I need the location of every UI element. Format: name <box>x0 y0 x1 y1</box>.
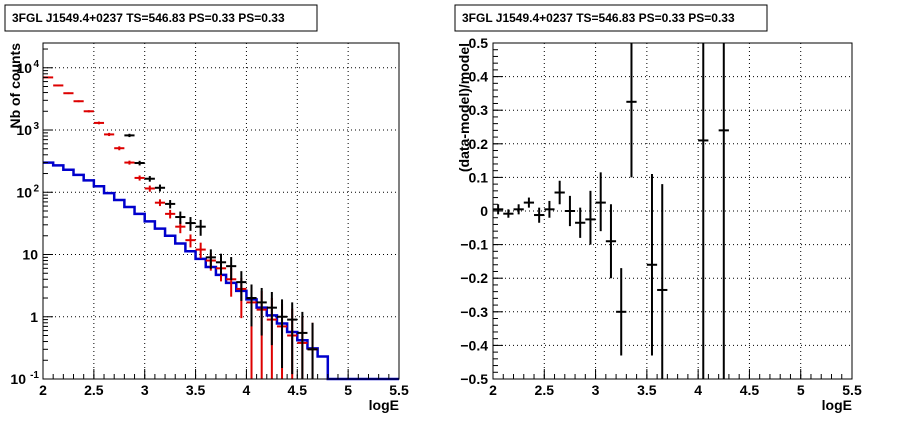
y-tick-label: 10 <box>16 122 32 138</box>
counts-panel: 3FGL J1549.4+0237 TS=546.83 PS=0.33 PS=0… <box>4 4 409 413</box>
y-tick-exponent: 2 <box>33 183 39 194</box>
residuals-title-box <box>454 4 768 32</box>
y-tick-label: 10 <box>22 247 38 263</box>
y-tick-label: 0.5 <box>469 35 489 51</box>
y-tick-exponent: 3 <box>33 121 39 132</box>
x-tick-label: 4.5 <box>288 382 308 398</box>
y-tick-label: 0 <box>480 203 488 219</box>
x-tick-label: 3.5 <box>637 382 657 398</box>
x-tick-label: 5 <box>344 382 352 398</box>
residuals-title: 3FGL J1549.4+0237 TS=546.83 PS=0.33 PS=0… <box>462 11 735 25</box>
residuals-panel: 3FGL J1549.4+0237 TS=546.83 PS=0.33 PS=0… <box>454 4 862 413</box>
y-tick-label: 0.4 <box>469 69 489 85</box>
y-tick-label: 0.2 <box>469 136 489 152</box>
x-tick-label: 5 <box>797 382 805 398</box>
residuals-marks <box>493 43 729 379</box>
y-tick-label: −0.4 <box>460 337 488 353</box>
y-tick-label: 10 <box>16 60 32 76</box>
counts-xlabel: logE <box>369 397 399 413</box>
y-tick-label: 1 <box>30 309 38 325</box>
x-tick-label: 2.5 <box>535 382 555 398</box>
x-tick-label: 3 <box>141 382 149 398</box>
y-tick-label: 10 <box>10 371 26 387</box>
x-tick-label: 3 <box>592 382 600 398</box>
x-tick-label: 3.5 <box>186 382 206 398</box>
x-tick-label: 2 <box>39 382 47 398</box>
x-tick-label: 4 <box>243 382 251 398</box>
counts-frame <box>42 42 400 380</box>
residuals-xlabel: logE <box>822 397 852 413</box>
residuals-ticks: 2 2.5 3 3.5 4 4.5 5 5.5 −0.5 −0.4 −0.3 −0.2 −0.1 0 0.1… <box>460 35 862 398</box>
x-tick-label: 4.5 <box>740 382 760 398</box>
residuals-frame <box>492 42 853 380</box>
y-tick-label: −0.3 <box>460 304 488 320</box>
x-tick-label: 2.5 <box>84 382 104 398</box>
y-tick-label: −0.2 <box>460 270 488 286</box>
x-tick-label: 2 <box>489 382 497 398</box>
x-tick-label: 5.5 <box>389 382 409 398</box>
y-tick-exponent: 4 <box>33 59 39 70</box>
counts-title: 3FGL J1549.4+0237 TS=546.83 PS=0.33 PS=0… <box>12 11 285 25</box>
counts-grid <box>43 43 399 379</box>
counts-ylabel: Nb of counts <box>7 43 23 129</box>
y-tick-label: 0.3 <box>469 102 489 118</box>
y-tick-exponent: -1 <box>30 370 39 381</box>
x-tick-label: 5.5 <box>842 382 862 398</box>
counts-marks <box>43 76 399 381</box>
y-tick-label: −0.1 <box>460 237 488 253</box>
residuals-ylabel: (data-model)/model <box>456 43 472 172</box>
x-tick-label: 4 <box>694 382 702 398</box>
y-tick-label: 0.1 <box>469 169 489 185</box>
y-tick-label: 10 <box>16 184 32 200</box>
residuals-grid <box>493 43 852 379</box>
counts-title-box <box>4 4 318 32</box>
y-tick-label: −0.5 <box>460 371 488 387</box>
